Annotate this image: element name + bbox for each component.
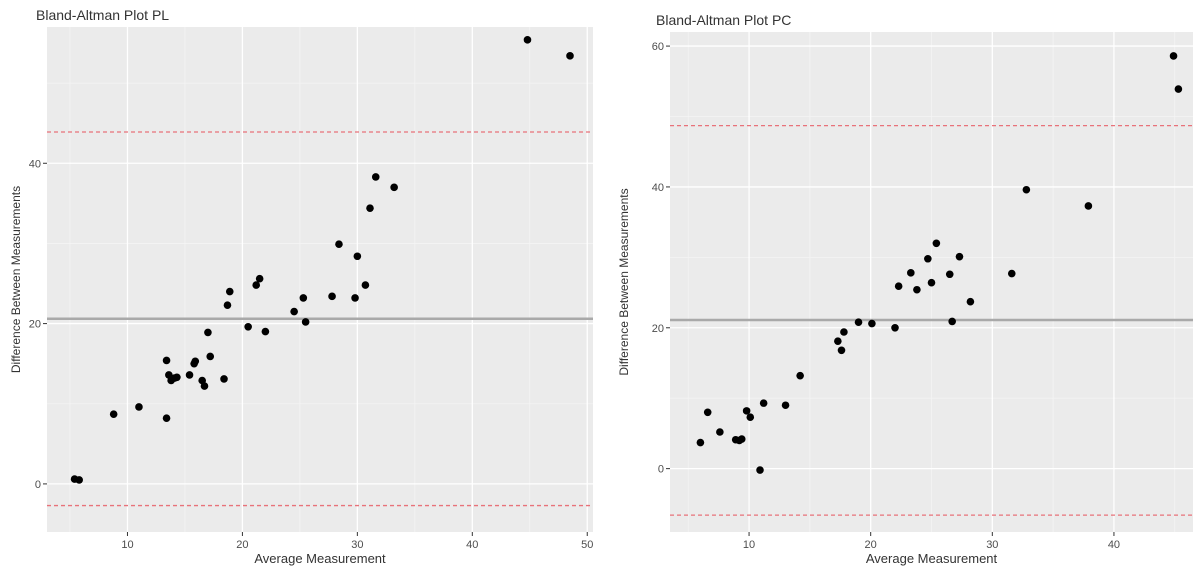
- data-point: [366, 204, 374, 212]
- chart-title: Bland-Altman Plot PC: [656, 12, 791, 28]
- data-point: [924, 254, 932, 263]
- x-axis-label: Average Measurement: [254, 551, 386, 566]
- data-point: [737, 435, 746, 443]
- x-tick-label: 30: [351, 539, 363, 551]
- data-point: [759, 399, 768, 407]
- y-tick-label: 0: [658, 464, 664, 476]
- data-point: [868, 319, 876, 328]
- chart-panel-pc: 10 20 30 40 0 20 40 60 Bland-Altman Plot PC Avera…: [617, 12, 1193, 566]
- data-point: [742, 407, 751, 415]
- data-point: [225, 287, 234, 296]
- data-point: [696, 438, 705, 447]
- data-point: [353, 252, 362, 261]
- data-point: [75, 476, 83, 484]
- x-tick-label: 20: [865, 539, 877, 551]
- data-point: [162, 356, 171, 365]
- x-axis-label: Average Measurement: [866, 551, 998, 566]
- x-tick-label: 20: [236, 539, 248, 551]
- data-point: [927, 278, 936, 287]
- plot-panel-background: [47, 27, 593, 532]
- y-tick-label: 20: [29, 319, 41, 331]
- data-point: [840, 328, 848, 336]
- data-point: [566, 52, 574, 60]
- data-point: [299, 294, 308, 302]
- data-point: [932, 239, 941, 248]
- data-point: [244, 322, 252, 331]
- data-point: [290, 307, 298, 316]
- data-point: [1022, 185, 1031, 194]
- data-point: [135, 403, 143, 411]
- x-tick-label: 50: [581, 539, 593, 551]
- data-point: [371, 173, 380, 181]
- data-point: [1169, 52, 1178, 60]
- data-point: [523, 36, 532, 44]
- data-point: [746, 413, 755, 422]
- data-point: [351, 294, 359, 302]
- chart-panel-pl: 10 20 30 40 50 0 20 40 Bland-Altman Plot PL Avera…: [9, 7, 593, 566]
- data-point: [913, 285, 921, 294]
- data-point: [252, 281, 261, 289]
- x-tick-label: 40: [466, 539, 478, 551]
- data-point: [390, 183, 398, 192]
- data-point: [173, 373, 181, 382]
- y-tick-label: 40: [29, 158, 41, 170]
- data-point: [894, 282, 903, 291]
- data-point: [756, 466, 764, 474]
- x-tick-label: 10: [743, 539, 755, 551]
- data-point: [223, 301, 232, 309]
- data-point: [335, 240, 343, 249]
- data-point: [1084, 202, 1093, 210]
- data-point: [200, 382, 209, 390]
- data-point: [945, 270, 954, 279]
- data-point: [162, 414, 171, 422]
- data-point: [206, 352, 215, 361]
- x-tick-label: 40: [1108, 539, 1120, 551]
- data-point: [948, 317, 956, 326]
- data-point: [966, 297, 975, 306]
- data-point: [891, 323, 899, 332]
- x-tick-label: 10: [121, 539, 133, 551]
- y-axis-label: Difference Between Measurements: [617, 188, 631, 375]
- y-tick-label: 40: [652, 182, 664, 194]
- y-tick-label: 0: [35, 479, 41, 491]
- data-point: [109, 410, 118, 418]
- x-tick-label: 30: [986, 539, 998, 551]
- data-point: [1174, 85, 1183, 93]
- data-point: [716, 428, 724, 436]
- data-point: [255, 274, 264, 283]
- data-point: [220, 375, 228, 383]
- data-point: [955, 252, 964, 261]
- data-point: [328, 292, 336, 301]
- y-tick-label: 20: [652, 323, 664, 335]
- data-point: [703, 408, 712, 417]
- chart-title: Bland-Altman Plot PL: [36, 7, 169, 23]
- data-point: [1007, 269, 1016, 278]
- data-point: [361, 281, 370, 289]
- data-point: [261, 327, 270, 336]
- data-point: [185, 371, 194, 379]
- data-point: [796, 371, 804, 380]
- data-point: [204, 328, 212, 337]
- data-point: [854, 318, 863, 326]
- y-tick-label: 60: [652, 41, 664, 53]
- data-point: [907, 269, 915, 277]
- data-point: [191, 357, 200, 366]
- data-point: [834, 337, 842, 345]
- data-point: [781, 401, 790, 410]
- y-axis-label: Difference Between Measurements: [9, 186, 23, 373]
- data-point: [301, 318, 310, 326]
- data-point: [837, 346, 846, 355]
